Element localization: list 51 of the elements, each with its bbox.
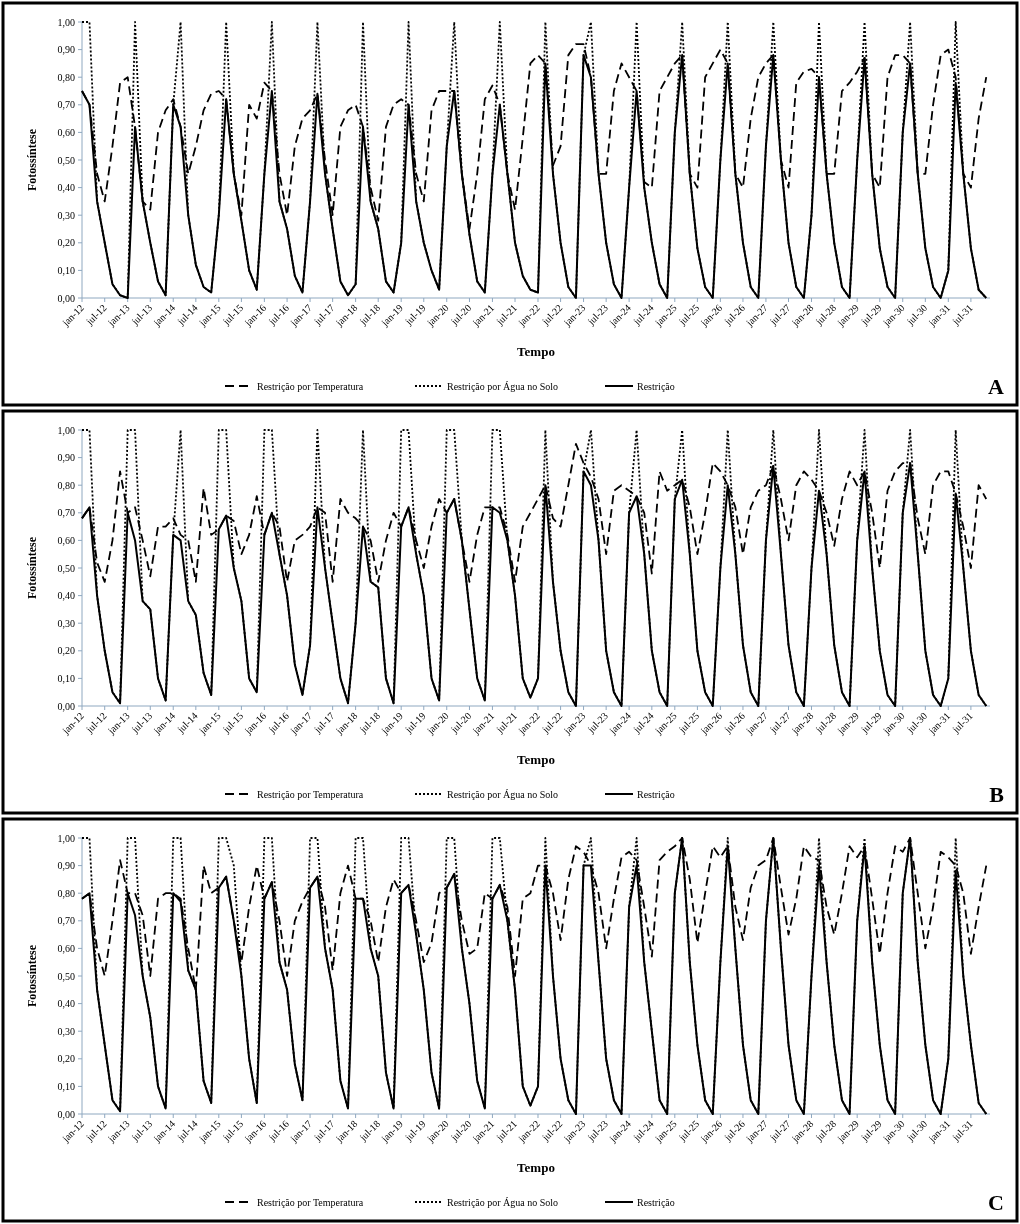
legend-label: Restrição por Temperatura	[257, 380, 364, 392]
y-axis-title: Fotossíntese	[25, 128, 39, 191]
y-tick-label: 0,50	[57, 562, 75, 574]
y-tick-label: 0,70	[57, 99, 75, 111]
y-tick-label: 0,60	[57, 942, 75, 954]
legend-label: Restrição por Água no Solo	[447, 1196, 559, 1208]
legend-label: Restrição por Água no Solo	[447, 788, 559, 800]
y-tick-label: 0,30	[57, 209, 75, 221]
y-tick-label: 0,10	[57, 1080, 75, 1092]
y-tick-label: 0,60	[57, 534, 75, 546]
text: A	[988, 374, 1005, 399]
y-tick-label: 0,90	[57, 860, 75, 872]
x-axis-title: Tempo	[517, 752, 555, 767]
y-tick-label: 0,00	[57, 292, 75, 304]
legend-label: Restrição por Temperatura	[257, 788, 364, 800]
y-tick-label: 1,00	[57, 424, 75, 436]
y-tick-label: 0,80	[57, 71, 75, 83]
y-tick-label: 0,40	[57, 998, 75, 1010]
legend-label: Restrição	[637, 380, 675, 392]
y-tick-label: 0,50	[57, 154, 75, 166]
text: C	[988, 1190, 1004, 1215]
y-tick-label: 0,20	[57, 237, 75, 249]
y-tick-label: 0,40	[57, 590, 75, 602]
y-tick-label: 0,70	[57, 915, 75, 927]
y-tick-label: 0,00	[57, 700, 75, 712]
y-tick-label: 0,10	[57, 672, 75, 684]
legend-label: Restrição	[637, 788, 675, 800]
y-tick-label: 1,00	[57, 832, 75, 844]
text: B	[989, 782, 1005, 807]
y-tick-label: 0,20	[57, 645, 75, 657]
y-tick-label: 0,30	[57, 617, 75, 629]
y-tick-label: 0,40	[57, 182, 75, 194]
y-tick-label: 0,00	[57, 1108, 75, 1120]
legend-label: Restrição por Temperatura	[257, 1196, 364, 1208]
y-tick-label: 0,70	[57, 507, 75, 519]
y-tick-label: 0,60	[57, 126, 75, 138]
y-tick-label: 0,80	[57, 479, 75, 491]
y-tick-label: 0,80	[57, 887, 75, 899]
y-tick-label: 0,50	[57, 970, 75, 982]
legend-label: Restrição	[637, 1196, 675, 1208]
y-tick-label: 0,20	[57, 1053, 75, 1065]
y-tick-label: 0,30	[57, 1025, 75, 1037]
x-axis-title: Tempo	[517, 344, 555, 359]
y-tick-label: 1,00	[57, 16, 75, 28]
y-tick-label: 0,90	[57, 452, 75, 464]
legend-label: Restrição por Água no Solo	[447, 380, 559, 392]
y-tick-label: 0,90	[57, 44, 75, 56]
y-axis-title: Fotossíntese	[25, 944, 39, 1007]
y-tick-label: 0,10	[57, 264, 75, 276]
x-axis-title: Tempo	[517, 1160, 555, 1175]
y-axis-title: Fotossíntese	[25, 536, 39, 599]
